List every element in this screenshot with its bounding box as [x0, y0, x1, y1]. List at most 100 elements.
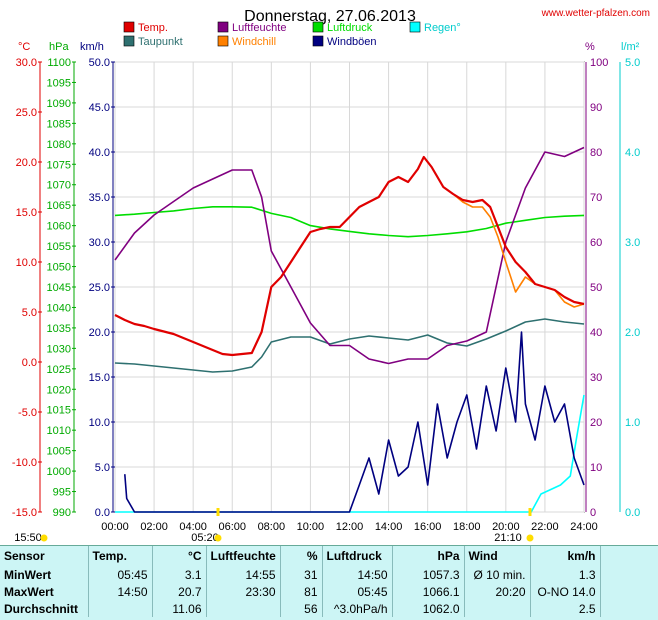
wind-tick-label: 35.0: [89, 192, 110, 204]
stats-head-wind-unit: km/h: [529, 546, 600, 566]
stats-wind-time: Ø 10 min.: [463, 566, 530, 583]
time-marker-dot: [40, 534, 48, 542]
stats-hum-value: 81: [279, 583, 322, 600]
stats-temp-value: 20.7: [151, 583, 206, 600]
press-tick-label: 1085: [47, 118, 71, 130]
axis-unit-labels: °C hPa km/h% l/m²: [18, 41, 640, 53]
stats-press-time: ^3.0hPa/h: [321, 600, 392, 617]
temp-unit-label: °C: [18, 41, 30, 53]
temp-tick-label: 25.0: [16, 107, 37, 119]
stats-spacer: [599, 600, 658, 617]
rain-unit-label: l/m²: [621, 41, 640, 53]
time-tick-label: 10:00: [297, 521, 325, 533]
time-marker-dot: [214, 534, 222, 542]
hum-tick-label: 0: [590, 507, 596, 519]
source-link[interactable]: www.wetter-pfalzen.com: [541, 8, 650, 19]
legend-swatch-gust: [312, 35, 324, 47]
hum-tick-label: 60: [590, 237, 602, 249]
press-tick-label: 1025: [47, 364, 71, 376]
stats-temp-time: 05:45: [87, 566, 152, 583]
time-marker-label: 05:20: [191, 532, 219, 544]
wind-tick-label: 20.0: [89, 327, 110, 339]
stats-hum-time: 14:55: [205, 566, 280, 583]
series-line-luftdruck: [114, 206, 585, 238]
legend-swatch-temp: [123, 21, 135, 33]
time-markers: 15:50 05:20 21:10: [14, 508, 534, 544]
hum-tick-label: 50: [590, 282, 602, 294]
wind-tick-label: 10.0: [89, 417, 110, 429]
rain-tick-label: 2.0: [625, 327, 640, 339]
press-tick-label: 1065: [47, 200, 71, 212]
stats-temp-time: [87, 600, 152, 617]
time-tick-label: 24:00: [570, 521, 598, 533]
hum-tick-label: 100: [590, 57, 608, 69]
rain-tick-label: 5.0: [625, 57, 640, 69]
stats-wind-value: O-NO 14.0: [529, 583, 600, 600]
legend-label-gust: Windböen: [327, 36, 377, 48]
temp-tick-label: -5.0: [18, 407, 37, 419]
legend-label-temp: Temp.: [138, 22, 168, 34]
stats-head-press-unit: hPa: [391, 546, 464, 566]
rain-tick-label: 0.0: [625, 507, 640, 519]
rain-tick-label: 4.0: [625, 147, 640, 159]
legend-label-press: Luftdruck: [327, 22, 373, 34]
temp-tick-label: 20.0: [16, 157, 37, 169]
press-tick-label: 1010: [47, 425, 71, 437]
press-tick-label: 1060: [47, 221, 71, 233]
stats-row-min: MinWert 05:45 3.1 14:55 31 14:50 1057.3 …: [0, 566, 658, 583]
wind-tick-label: 30.0: [89, 237, 110, 249]
press-tick-label: 1050: [47, 262, 71, 274]
press-tick-label: 1035: [47, 323, 71, 335]
stats-press-value: 1066.1: [391, 583, 464, 600]
stats-head-hum-unit: %: [279, 546, 322, 566]
stats-press-value: 1057.3: [391, 566, 464, 583]
press-tick-label: 1095: [47, 77, 71, 89]
wind-tick-label: 0.0: [95, 507, 110, 519]
series-line-windböen: [124, 331, 585, 513]
temp-tick-label: 10.0: [16, 257, 37, 269]
press-tick-label: 995: [53, 487, 71, 499]
rain-tick-label: 3.0: [625, 237, 640, 249]
legend-label-rain: Regen°: [424, 22, 461, 34]
press-tick-label: 1030: [47, 343, 71, 355]
series-layer: [114, 146, 585, 513]
legend-swatch-chill: [217, 35, 229, 47]
time-tick-label: 06:00: [218, 521, 246, 533]
time-marker-label: 15:50: [14, 532, 42, 544]
time-tick-label: 00:00: [101, 521, 129, 533]
rain-tick-label: 1.0: [625, 417, 640, 429]
hum-tick-label: 90: [590, 102, 602, 114]
stats-wind-value: 1.3: [529, 566, 600, 583]
chart-legend: Temp. Taupunkt Luftfeuchte Windchill Luftdru…: [123, 21, 461, 48]
time-marker-label: 21:10: [494, 532, 522, 544]
stats-row-label: MaxWert: [4, 584, 54, 599]
left-axes: 30.0 25.0 20.0 15.0 10.0 5.0 0.0 -5.0 -10.0 -15.0…: [12, 57, 115, 519]
stats-head-sensor: Sensor: [4, 549, 45, 563]
stats-head-wind: Wind: [463, 546, 530, 566]
press-tick-label: 1040: [47, 302, 71, 314]
press-tick-label: 1100: [47, 57, 71, 69]
legend-swatch-rain: [409, 21, 421, 33]
stats-temp-value: 3.1: [151, 566, 206, 583]
stats-press-time: 05:45: [321, 583, 392, 600]
press-tick-label: 990: [53, 507, 71, 519]
wind-tick-label: 5.0: [95, 462, 110, 474]
time-tick-label: 18:00: [453, 521, 481, 533]
wind-tick-label: 45.0: [89, 102, 110, 114]
press-tick-label: 1005: [47, 446, 71, 458]
press-tick-label: 1000: [47, 466, 71, 478]
wind-tick-label: 25.0: [89, 282, 110, 294]
stats-press-time: 14:50: [321, 566, 392, 583]
temp-tick-label: 5.0: [22, 307, 37, 319]
press-unit-label: hPa: [49, 41, 69, 53]
stats-hum-time: [205, 600, 280, 617]
press-tick-label: 1075: [47, 159, 71, 171]
stats-hum-value: 31: [279, 566, 322, 583]
temp-tick-label: 0.0: [22, 357, 37, 369]
press-tick-label: 1055: [47, 241, 71, 253]
stats-temp-time: 14:50: [87, 583, 152, 600]
stats-wind-time: [463, 600, 530, 617]
stats-head-press: Luftdruck: [321, 546, 392, 566]
temp-tick-label: 15.0: [16, 207, 37, 219]
